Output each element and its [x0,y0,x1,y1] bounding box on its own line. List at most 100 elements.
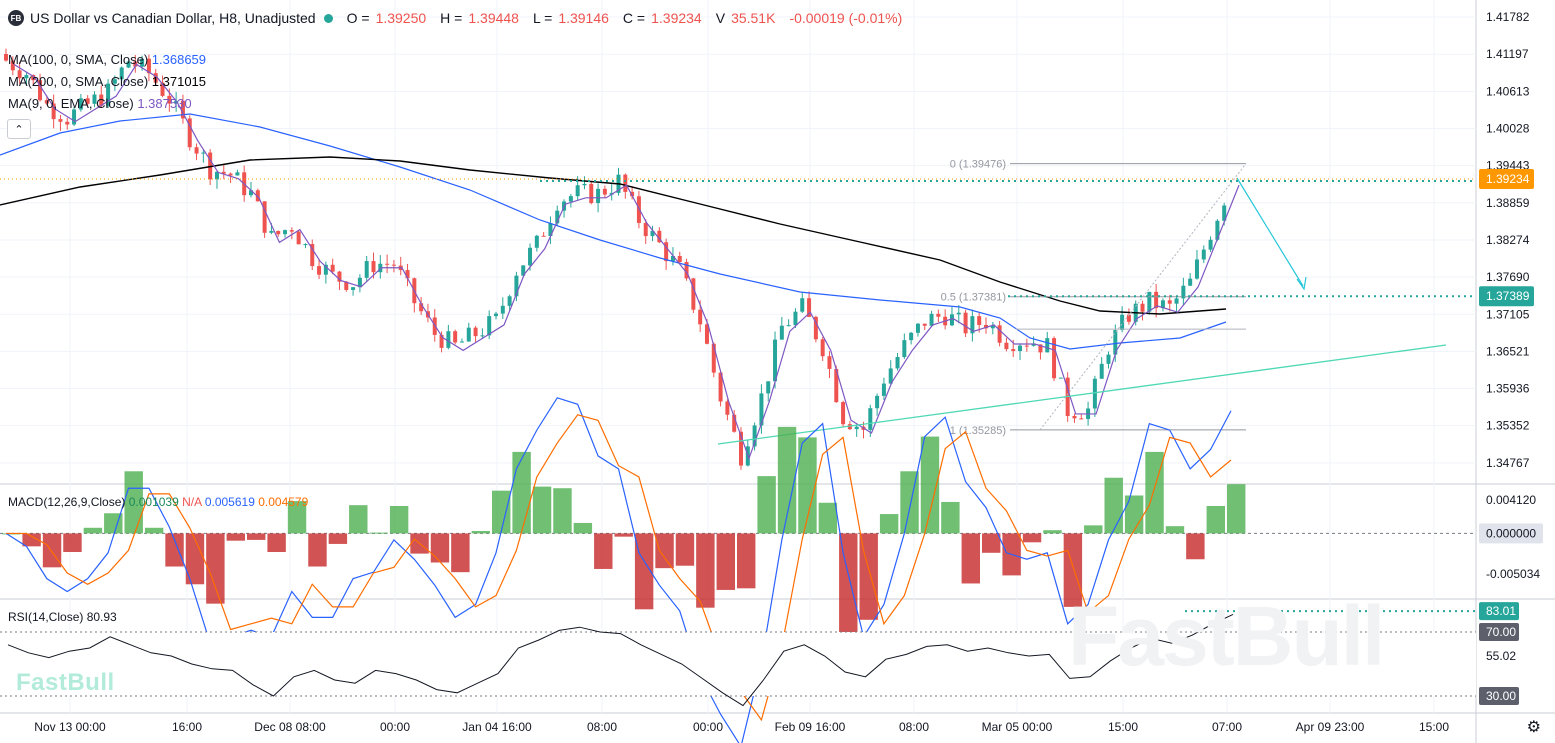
macd-histogram-bar [1145,451,1164,534]
candle-body [528,247,533,266]
macd-histogram-bar [737,533,756,589]
candle-body [371,261,376,273]
macd-histogram-bar [83,527,103,534]
candle-body [1174,298,1179,304]
symbol-title[interactable]: US Dollar vs Canadian Dollar, H8, Unadju… [30,10,316,26]
candle-body [337,271,342,282]
candle-body [201,152,206,154]
candle-body [575,185,580,197]
candle-body [657,230,662,243]
candle-body [1079,418,1084,420]
candle-body [929,313,934,326]
macd-histogram-bar [1227,484,1246,534]
macd-histogram-bar [1124,495,1144,534]
ema9-line [13,63,1240,461]
macd-histogram-bar [22,533,41,547]
macd-histogram-bar [1165,526,1185,534]
candle-body [949,314,954,326]
chevron-up-down-icon[interactable]: ⌃ [7,119,31,139]
ma200-label: MA(200, 0, SMA, Close) [8,74,149,89]
macd-histogram-bar [757,476,776,534]
candle-body [779,325,784,340]
marker-price-tag [1479,286,1534,307]
ma100-legend[interactable]: MA(100, 0, SMA, Close) 1.368659 [8,52,206,67]
candle-body [323,264,328,275]
volume-value: 35.51K [731,10,776,26]
candle-body [310,244,315,267]
rsi-legend[interactable]: RSI(14,Close) 80.93 [8,610,117,624]
ema9-legend[interactable]: MA(9, 0, EMA, Close) 1.387530 [8,96,192,111]
candle-body [58,119,63,122]
macd-histogram-bar [42,533,62,568]
macd-histogram-bar [573,522,593,534]
macd-histogram-bar [287,501,307,534]
candle-body [1038,344,1043,353]
time-tick-label: Feb 09 16:00 [775,720,846,734]
candle-body [1147,291,1152,312]
candle-body [813,316,818,340]
candle-body [732,414,737,432]
candle-body [296,231,301,245]
candle-body [283,230,288,235]
projection-arrow [1236,177,1304,287]
candle-body [276,230,281,235]
ma100-line [0,113,1227,350]
candle-body [303,244,308,246]
candle-body [902,340,907,358]
candle-body [459,341,464,343]
candle-body [1188,278,1193,286]
change-value: -0.00019 (-0.01%) [789,10,903,26]
candle-body [922,323,927,326]
macd-histogram-bar [369,532,388,534]
ma200-value: 1.371015 [151,74,207,89]
candle-body [1167,300,1172,304]
time-tick-label: 00:00 [380,720,410,734]
candle-body [718,372,723,402]
candle-body [800,298,805,312]
candle-body [235,172,240,176]
candle-body [739,431,743,466]
candle-body [500,305,505,314]
candle-body [4,54,8,61]
macd-tick-label: 0.000000 [1486,526,1536,540]
candle-body [160,82,165,96]
macd-histogram-bar [206,533,225,604]
candle-body [568,196,573,202]
time-tick-label: 08:00 [587,720,617,734]
macd-histogram-bar [1084,525,1103,534]
candle-body [602,188,607,195]
time-tick-label: 08:00 [899,720,929,734]
candle-body [582,183,587,186]
candle-body [1160,300,1165,309]
rsi-tick-label: 55.02 [1486,649,1516,663]
macd-histogram-bar [430,533,450,563]
price-tick-label: 1.40613 [1486,84,1530,98]
rsi-level-tag [1479,623,1519,641]
price-tick-label: 1.38859 [1486,196,1530,210]
fb-logo-icon: FB [8,10,24,26]
time-tick-label: Nov 13 00:00 [34,720,106,734]
time-tick-label: 07:00 [1212,720,1242,734]
macd-legend[interactable]: MACD(12,26,9,Close) 0.001039 N/A 0.00561… [8,495,308,509]
candle-body [187,118,192,148]
candle-body [759,393,764,426]
time-tick-label: Apr 09 23:00 [1296,720,1365,734]
price-tick-label: 1.37105 [1486,307,1530,321]
current-price-tag [1479,168,1534,189]
candle-body [630,191,635,197]
gear-icon[interactable]: ⚙ [1526,719,1541,736]
candle-body [691,278,696,310]
macd-tick-label: -0.005034 [1486,567,1540,581]
candle-body [970,316,975,334]
market-status-icon [323,13,333,23]
candle-body [521,265,526,276]
candle-body [820,339,825,357]
candle-body [119,67,124,80]
ma200-legend[interactable]: MA(200, 0, SMA, Close) 1.371015 [8,74,206,89]
macd-histogram-bar [777,426,797,534]
candle-body [1208,239,1213,250]
macd-label: MACD(12,26,9,Close) [8,495,126,509]
candle-body [221,171,226,174]
chart-header: FB US Dollar vs Canadian Dollar, H8, Una… [8,10,910,26]
macd-histogram-bar [982,533,1001,553]
